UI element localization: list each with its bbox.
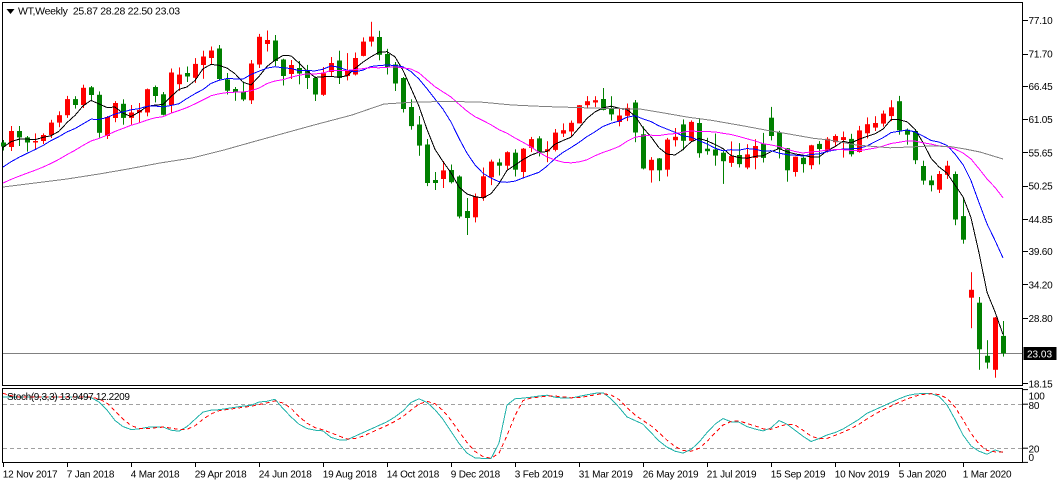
svg-text:20: 20 bbox=[1029, 445, 1040, 456]
svg-text:23.03: 23.03 bbox=[1027, 350, 1052, 361]
svg-text:5 Jan 2020: 5 Jan 2020 bbox=[899, 470, 947, 481]
svg-text:10 Nov 2019: 10 Nov 2019 bbox=[835, 470, 890, 481]
svg-text:28.80: 28.80 bbox=[1029, 314, 1054, 325]
svg-text:24 Jun 2018: 24 Jun 2018 bbox=[259, 470, 312, 481]
svg-text:19 Aug 2018: 19 Aug 2018 bbox=[323, 470, 378, 481]
svg-text:26 May 2019: 26 May 2019 bbox=[643, 470, 699, 481]
svg-text:0: 0 bbox=[1029, 453, 1035, 464]
svg-text:77.10: 77.10 bbox=[1029, 16, 1054, 27]
svg-text:55.65: 55.65 bbox=[1029, 148, 1054, 159]
svg-text:100: 100 bbox=[1029, 392, 1046, 403]
svg-text:WT,Weekly 25.87 28.28 22.50 2: WT,Weekly 25.87 28.28 22.50 23.03 bbox=[18, 6, 180, 18]
svg-text:44.85: 44.85 bbox=[1029, 215, 1054, 226]
svg-text:21 Jul 2019: 21 Jul 2019 bbox=[707, 470, 757, 481]
svg-text:4 Mar 2018: 4 Mar 2018 bbox=[131, 470, 180, 481]
svg-text:34.20: 34.20 bbox=[1029, 281, 1054, 292]
svg-text:7 Jan 2018: 7 Jan 2018 bbox=[67, 470, 115, 481]
svg-text:39.60: 39.60 bbox=[1029, 247, 1054, 258]
svg-text:9 Dec 2018: 9 Dec 2018 bbox=[451, 470, 501, 481]
svg-text:31 Mar 2019: 31 Mar 2019 bbox=[579, 470, 634, 481]
svg-text:12 Nov 2017: 12 Nov 2017 bbox=[3, 470, 58, 481]
svg-text:29 Apr 2018: 29 Apr 2018 bbox=[195, 470, 247, 481]
svg-text:71.70: 71.70 bbox=[1029, 50, 1054, 61]
svg-text:1 Mar 2020: 1 Mar 2020 bbox=[963, 470, 1012, 481]
svg-text:Stoch(9,3,3) 13.9497 12.2209: Stoch(9,3,3) 13.9497 12.2209 bbox=[7, 392, 130, 403]
svg-text:14 Oct 2018: 14 Oct 2018 bbox=[387, 470, 440, 481]
svg-text:61.05: 61.05 bbox=[1029, 115, 1054, 126]
svg-text:18.15: 18.15 bbox=[1029, 379, 1054, 390]
svg-text:80: 80 bbox=[1029, 401, 1040, 412]
svg-text:15 Sep 2019: 15 Sep 2019 bbox=[771, 470, 826, 481]
svg-text:50.25: 50.25 bbox=[1029, 182, 1054, 193]
svg-text:3 Feb 2019: 3 Feb 2019 bbox=[515, 470, 564, 481]
svg-text:66.45: 66.45 bbox=[1029, 82, 1054, 93]
